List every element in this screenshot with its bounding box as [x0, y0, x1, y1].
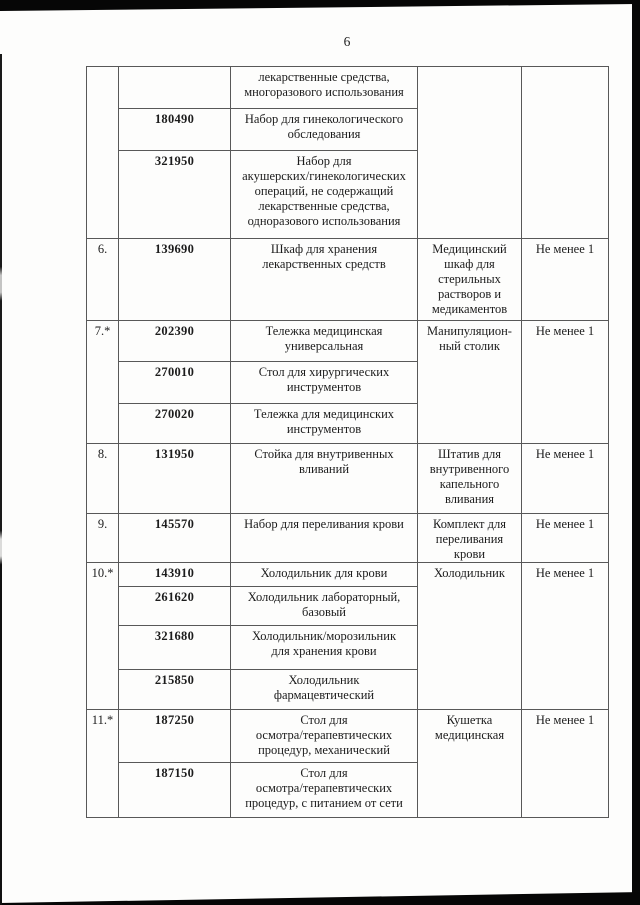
description-cell: Холодильник фармацевтический [230, 669, 418, 710]
description-cell: Набор для переливания крови [230, 513, 418, 563]
description-cell: Холодильник/морозильник для хранения кро… [230, 625, 418, 670]
quantity-cell: Не менее 1 [521, 443, 609, 514]
description-cell: Набор для гинекологического обследования [230, 108, 418, 151]
code-cell [118, 66, 231, 109]
code-cell: 215850 [118, 669, 231, 710]
description-cell: Стойка для внутривенных вливаний [230, 443, 418, 514]
row-number-cell: 8. [86, 443, 119, 514]
equipment-name-cell: Штатив для внутривенного капельного влив… [417, 443, 522, 514]
description-cell: Набор для акушерских/гинекологических оп… [230, 150, 418, 239]
code-cell: 131950 [118, 443, 231, 514]
table-row: 180490 Набор для гинекологического обсле… [87, 108, 609, 151]
code-cell: 180490 [118, 108, 231, 151]
row-number-cell: 6. [86, 238, 119, 321]
code-cell: 145570 [118, 513, 231, 563]
code-cell: 139690 [118, 238, 231, 321]
code-cell: 187150 [118, 762, 231, 818]
row-number-cell: 10.* [86, 562, 119, 710]
description-cell: Шкаф для хранения лекарственных средств [230, 238, 418, 321]
quantity-cell: Не менее 1 [521, 513, 609, 563]
equipment-table: лекарственные средства, многоразового ис… [86, 66, 609, 818]
row-number-cell: 7.* [86, 320, 119, 444]
quantity-cell [521, 66, 609, 239]
code-cell: 270020 [118, 403, 231, 444]
description-cell: лекарственные средства, многоразового ис… [230, 66, 418, 109]
code-cell: 261620 [118, 586, 231, 626]
table-row: 11.* 187250 Стол для осмотра/терапевтиче… [86, 709, 609, 818]
equipment-name-cell: Комплект для переливания крови [417, 513, 522, 563]
table-row: 270020 Тележка для медицинских инструмен… [87, 403, 609, 444]
description-cell: Холодильник для крови [230, 562, 418, 587]
table-row: 9. 145570 Набор для переливания крови Ко… [86, 513, 609, 563]
code-cell: 143910 [118, 562, 231, 587]
table-row: лекарственные средства, многоразового ис… [86, 66, 609, 239]
quantity-cell: Не менее 1 [521, 562, 609, 710]
table-row: 321680 Холодильник/морозильник для хране… [87, 625, 609, 670]
quantity-cell: Не менее 1 [521, 320, 609, 444]
table-row: 7.* 202390 Тележка медицинская универсал… [86, 320, 609, 444]
description-cell: Холодильник лабораторный, базовый [230, 586, 418, 626]
page-number: 6 [343, 34, 351, 49]
equipment-name-cell: Кушетка медицинская [417, 709, 522, 818]
row-number-cell: 11.* [86, 709, 119, 818]
equipment-name-cell: Медицинский шкаф для стерильных растворо… [417, 238, 522, 321]
quantity-cell: Не менее 1 [521, 238, 609, 321]
table-row: 261620 Холодильник лабораторный, базовый [87, 586, 609, 626]
code-cell: 187250 [118, 709, 231, 763]
equipment-name-cell: Манипуляцион- ный столик [417, 320, 522, 444]
table-row: 8. 131950 Стойка для внутривенных вливан… [86, 443, 609, 514]
table-row: 215850 Холодильник фармацевтический [87, 669, 609, 710]
row-number-cell: 9. [86, 513, 119, 563]
code-cell: 202390 [118, 320, 231, 362]
description-cell: Стол для хирургических инструментов [230, 361, 418, 404]
description-cell: Стол для осмотра/терапевтических процеду… [230, 709, 418, 763]
row-number-cell [86, 66, 119, 239]
table-row: 6. 139690 Шкаф для хранения лекарственны… [86, 238, 609, 321]
table-row: 187150 Стол для осмотра/терапевтических … [87, 762, 609, 818]
table-row: 321950 Набор для акушерских/гинекологиче… [87, 150, 609, 239]
scan-artifact-bottom-edge [0, 892, 640, 905]
quantity-cell: Не менее 1 [521, 709, 609, 818]
scan-artifact-left-edge [0, 54, 2, 905]
code-cell: 270010 [118, 361, 231, 404]
equipment-name-cell: Холодильник [417, 562, 522, 710]
equipment-name-cell [417, 66, 522, 239]
code-cell: 321680 [118, 625, 231, 670]
description-cell: Стол для осмотра/терапевтических процеду… [230, 762, 418, 818]
description-cell: Тележка для медицинских инструментов [230, 403, 418, 444]
scan-artifact-top-edge [0, 0, 640, 11]
scan-artifact-right-edge [632, 0, 640, 896]
description-cell: Тележка медицинская универсальная [230, 320, 418, 362]
code-cell: 321950 [118, 150, 231, 239]
table-row: 10.* 143910 Холодильник для крови Холоди… [86, 562, 609, 710]
